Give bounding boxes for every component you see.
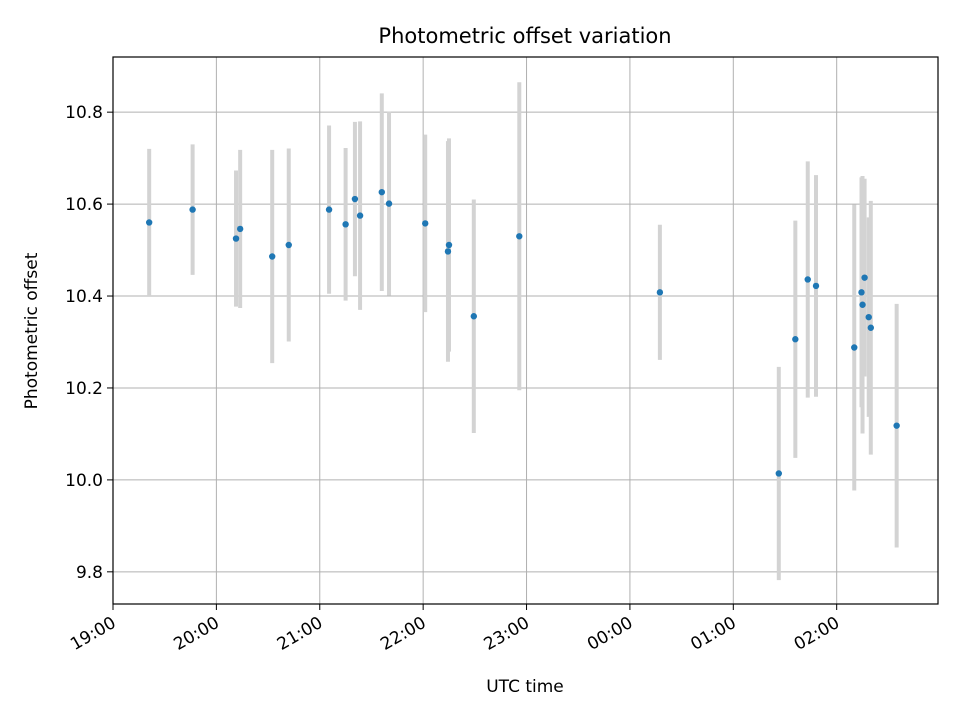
- data-point: [145, 219, 153, 226]
- data-point: [858, 289, 865, 296]
- chart-title: Photometric offset variation: [378, 24, 671, 48]
- data-point: [867, 324, 875, 331]
- data-point: [851, 344, 858, 351]
- y-tick-label: 10.0: [65, 471, 103, 491]
- data-point: [351, 195, 359, 203]
- data-point: [342, 221, 349, 228]
- data-point: [356, 212, 364, 219]
- data-point: [285, 241, 292, 249]
- data-point: [232, 235, 240, 242]
- data-point: [378, 188, 385, 196]
- y-tick-label: 10.8: [65, 103, 103, 123]
- data-point: [775, 470, 782, 477]
- y-tick-label: 10.6: [65, 195, 103, 215]
- data-point: [422, 220, 429, 227]
- data-point: [804, 276, 811, 283]
- y-axis-label: Photometric offset: [22, 252, 42, 409]
- data-point: [861, 274, 868, 281]
- data-point: [812, 282, 820, 290]
- data-point: [516, 233, 523, 240]
- data-point: [470, 313, 478, 320]
- data-point: [893, 422, 900, 429]
- data-point: [325, 206, 333, 213]
- y-tick-label: 9.8: [76, 563, 103, 583]
- data-point: [269, 253, 276, 260]
- data-point: [865, 313, 872, 321]
- data-point: [189, 206, 196, 213]
- data-point: [656, 289, 664, 296]
- data-point: [385, 200, 393, 207]
- data-point: [445, 241, 453, 249]
- y-tick-label: 10.4: [65, 287, 103, 307]
- x-axis-label: UTC time: [486, 677, 564, 697]
- data-points: [145, 188, 900, 477]
- plot-area-frame: [112, 56, 939, 605]
- data-point: [792, 336, 799, 343]
- data-point: [444, 248, 452, 255]
- data-point: [236, 225, 244, 233]
- grid: [112, 57, 938, 604]
- y-tick-label: 10.2: [65, 379, 103, 399]
- data-point: [859, 301, 866, 308]
- y-axis-ticks: 9.8 10.0 10.2 10.4 10.6 10.8: [65, 103, 113, 583]
